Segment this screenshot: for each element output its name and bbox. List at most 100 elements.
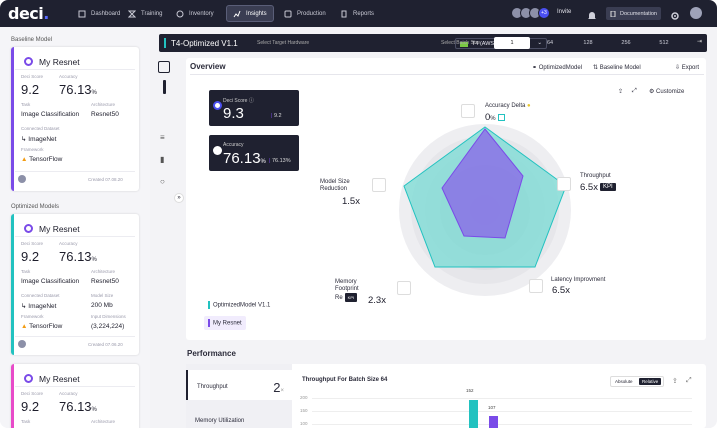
doc-icon <box>610 10 616 17</box>
swap-icon: ⇅ <box>593 65 600 71</box>
nav-production[interactable]: Production <box>278 5 332 22</box>
bell-icon <box>588 12 596 19</box>
bar-chart-icon[interactable]: ▮ <box>160 155 165 164</box>
optimized-model-card[interactable]: My Resnet Deci Score Accuracy 9.2 76.13%… <box>11 214 139 355</box>
download-icon: ⇩ <box>675 65 682 71</box>
optimized-model-card-2[interactable]: My Resnet Deci Score Accuracy 9.2 76.13%… <box>11 364 139 428</box>
notifications-button[interactable] <box>587 8 597 26</box>
nav-insights[interactable]: Insights <box>226 5 274 22</box>
bar-label-152: 152 <box>466 388 474 393</box>
tab-memory-utilization[interactable]: Memory Utilization <box>195 418 245 424</box>
accuracy-label: Accuracy <box>59 74 78 79</box>
nav-dashboard[interactable]: Dashboard <box>72 5 126 22</box>
accuracy-value: 76.13% <box>59 82 97 97</box>
y-tick-200: 200 <box>300 395 308 400</box>
models-sidebar: Baseline Model My Resnet Deci Score Accu… <box>0 27 150 428</box>
link-icon: ⚭ <box>532 65 539 71</box>
file-icon <box>372 178 386 192</box>
toggle-absolute[interactable]: Absolute <box>615 379 633 384</box>
input-dims-label: Input Dimensions <box>91 314 126 319</box>
overview-view-button[interactable] <box>158 61 170 73</box>
model-name: My Resnet <box>39 224 80 234</box>
accuracy-value: 76.13% <box>223 150 266 167</box>
model-name: My Resnet <box>39 57 80 67</box>
legend-optimized[interactable]: ⚭ OptimizedModel <box>532 65 583 71</box>
latency-label: Latency Improvment <box>551 277 606 283</box>
batch-size-512[interactable]: 512 <box>659 40 669 46</box>
legend-baseline-model[interactable]: My Resnet <box>204 316 246 330</box>
tab-throughput[interactable]: Throughput 2× <box>186 370 292 400</box>
dataset-label: Connected Dataset <box>21 126 60 131</box>
legend-optimized-model[interactable]: OptimizedModel V1.1 <box>204 298 274 312</box>
clock-icon <box>529 279 543 293</box>
link-icon: ↳ <box>21 303 29 310</box>
collapse-icon[interactable]: ⇥ <box>696 39 702 45</box>
framework-label: Framework <box>21 314 44 319</box>
nav-training[interactable]: Training <box>122 5 168 22</box>
documentation-button[interactable]: Documentation <box>606 7 661 20</box>
model-size-label: Model Size <box>91 293 114 298</box>
target-icon <box>461 104 475 118</box>
radar-chart <box>399 124 571 296</box>
arch-value: Resnet50 <box>91 278 119 285</box>
team-avatars[interactable]: +3 <box>511 7 550 19</box>
insights-icon <box>233 10 241 17</box>
customize-button[interactable]: ⚙ Customize <box>649 89 685 95</box>
export-button[interactable]: ⇩ Export <box>675 65 700 71</box>
filter-icon[interactable]: ≡ <box>160 133 165 142</box>
bar-optimized <box>469 400 478 428</box>
deci-score-label: Deci Score ⓘ <box>223 98 254 104</box>
kpi-badge: KPI <box>599 183 616 192</box>
model-icon <box>24 57 33 66</box>
bar-baseline <box>489 416 498 428</box>
toggle-relative[interactable]: Relative <box>639 378 662 385</box>
overview-panel: Overview ⚭ OptimizedModel ⇅ Baseline Mod… <box>186 58 706 340</box>
nav-reports[interactable]: Reports <box>334 5 380 22</box>
task-label: Task <box>21 419 31 424</box>
brand-name: deci <box>8 4 44 23</box>
tensorflow-icon: ▲ <box>21 323 30 330</box>
gpu-icon <box>460 42 468 47</box>
invite-link[interactable]: Invite <box>557 9 572 15</box>
chevron-down-icon: ⌄ <box>537 40 542 46</box>
latency-value: 6.5x <box>552 285 570 296</box>
batch-size-128[interactable]: 128 <box>583 40 593 46</box>
lightbulb-icon[interactable]: ○ <box>160 177 165 186</box>
kpi-badge: KPI <box>344 293 358 302</box>
share-icon[interactable]: ⇪ <box>618 89 624 95</box>
check-icon <box>498 113 506 121</box>
overview-title: Overview <box>190 62 226 71</box>
extra-members-badge: +3 <box>538 7 550 19</box>
batch-size-256[interactable]: 256 <box>621 40 631 46</box>
nav-inventory[interactable]: Inventory <box>170 5 220 22</box>
settings-button[interactable] <box>670 8 680 26</box>
user-avatar[interactable] <box>690 7 702 19</box>
batch-size-1[interactable]: 1 <box>494 37 530 49</box>
created-date: Created 07.08.20 <box>88 177 123 182</box>
deci-score-label: Deci Score <box>21 241 44 246</box>
framework-value: ▲ TensorFlow <box>21 323 63 330</box>
absolute-relative-toggle[interactable]: Absolute Relative <box>610 376 664 387</box>
gear-icon <box>671 12 679 20</box>
dataset-label: Connected Dataset <box>21 293 60 298</box>
deci-logo[interactable]: deci. <box>8 4 49 23</box>
share-icon[interactable]: ⇪ <box>672 378 678 385</box>
deci-score-value: 9.2 <box>21 249 40 264</box>
deci-icon <box>213 101 222 110</box>
link-icon: ↳ <box>21 136 29 143</box>
batch-size-64[interactable]: 64 <box>546 40 554 46</box>
deci-score-value: 9.2 <box>21 82 40 97</box>
fullscreen-icon[interactable]: ⤢ <box>686 377 692 384</box>
memory-icon <box>397 281 411 295</box>
accuracy-label: Accuracy <box>223 142 244 148</box>
fullscreen-icon[interactable]: ⤢ <box>632 88 637 94</box>
task-label: Task <box>21 102 31 107</box>
scroll-indicator[interactable] <box>163 80 166 94</box>
deci-score-card: Deci Score ⓘ 9.3 | 9.2 <box>209 90 299 126</box>
baseline-model-card[interactable]: My Resnet Deci Score Accuracy 9.2 76.13%… <box>11 47 139 191</box>
optimized-section-title: Optimized Models <box>11 204 60 210</box>
production-icon <box>284 10 292 17</box>
expand-sidebar-button[interactable]: » <box>174 193 184 203</box>
legend-baseline[interactable]: ⇅ Baseline Model <box>593 65 641 71</box>
